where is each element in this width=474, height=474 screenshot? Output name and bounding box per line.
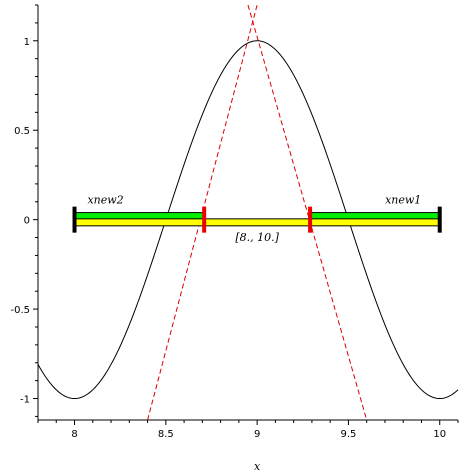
interval-bar [74,218,441,227]
y-tick-label: -1 [20,395,30,406]
annotations: xnew2 xnew1 [8., 10.] [87,194,421,245]
function-curve [37,40,459,400]
interval-bars [74,212,441,227]
x-tick-label: 8 [71,429,77,440]
x-tick-label: 9.5 [340,429,356,440]
x-tick-label: 10 [433,429,446,440]
y-tick-label: 0.5 [14,126,30,137]
interval-markers [72,206,442,233]
y-tick-label: -0.5 [10,305,30,316]
x-tick-label: 9 [254,429,260,440]
y-tick-label: 1 [24,37,30,48]
annotation-label: xnew2 [87,194,123,207]
x-tick-label: 8.5 [158,429,174,440]
y-tick-label: 0 [24,216,30,227]
x-axis-label: x [254,460,261,473]
axes: 8 8.5 9 9.5 10 -1 -0.5 0 0.5 1 x [10,4,459,473]
curve-layer [37,40,459,400]
annotation-label: [8., 10.] [235,231,279,244]
annotation-label: xnew1 [385,194,421,207]
